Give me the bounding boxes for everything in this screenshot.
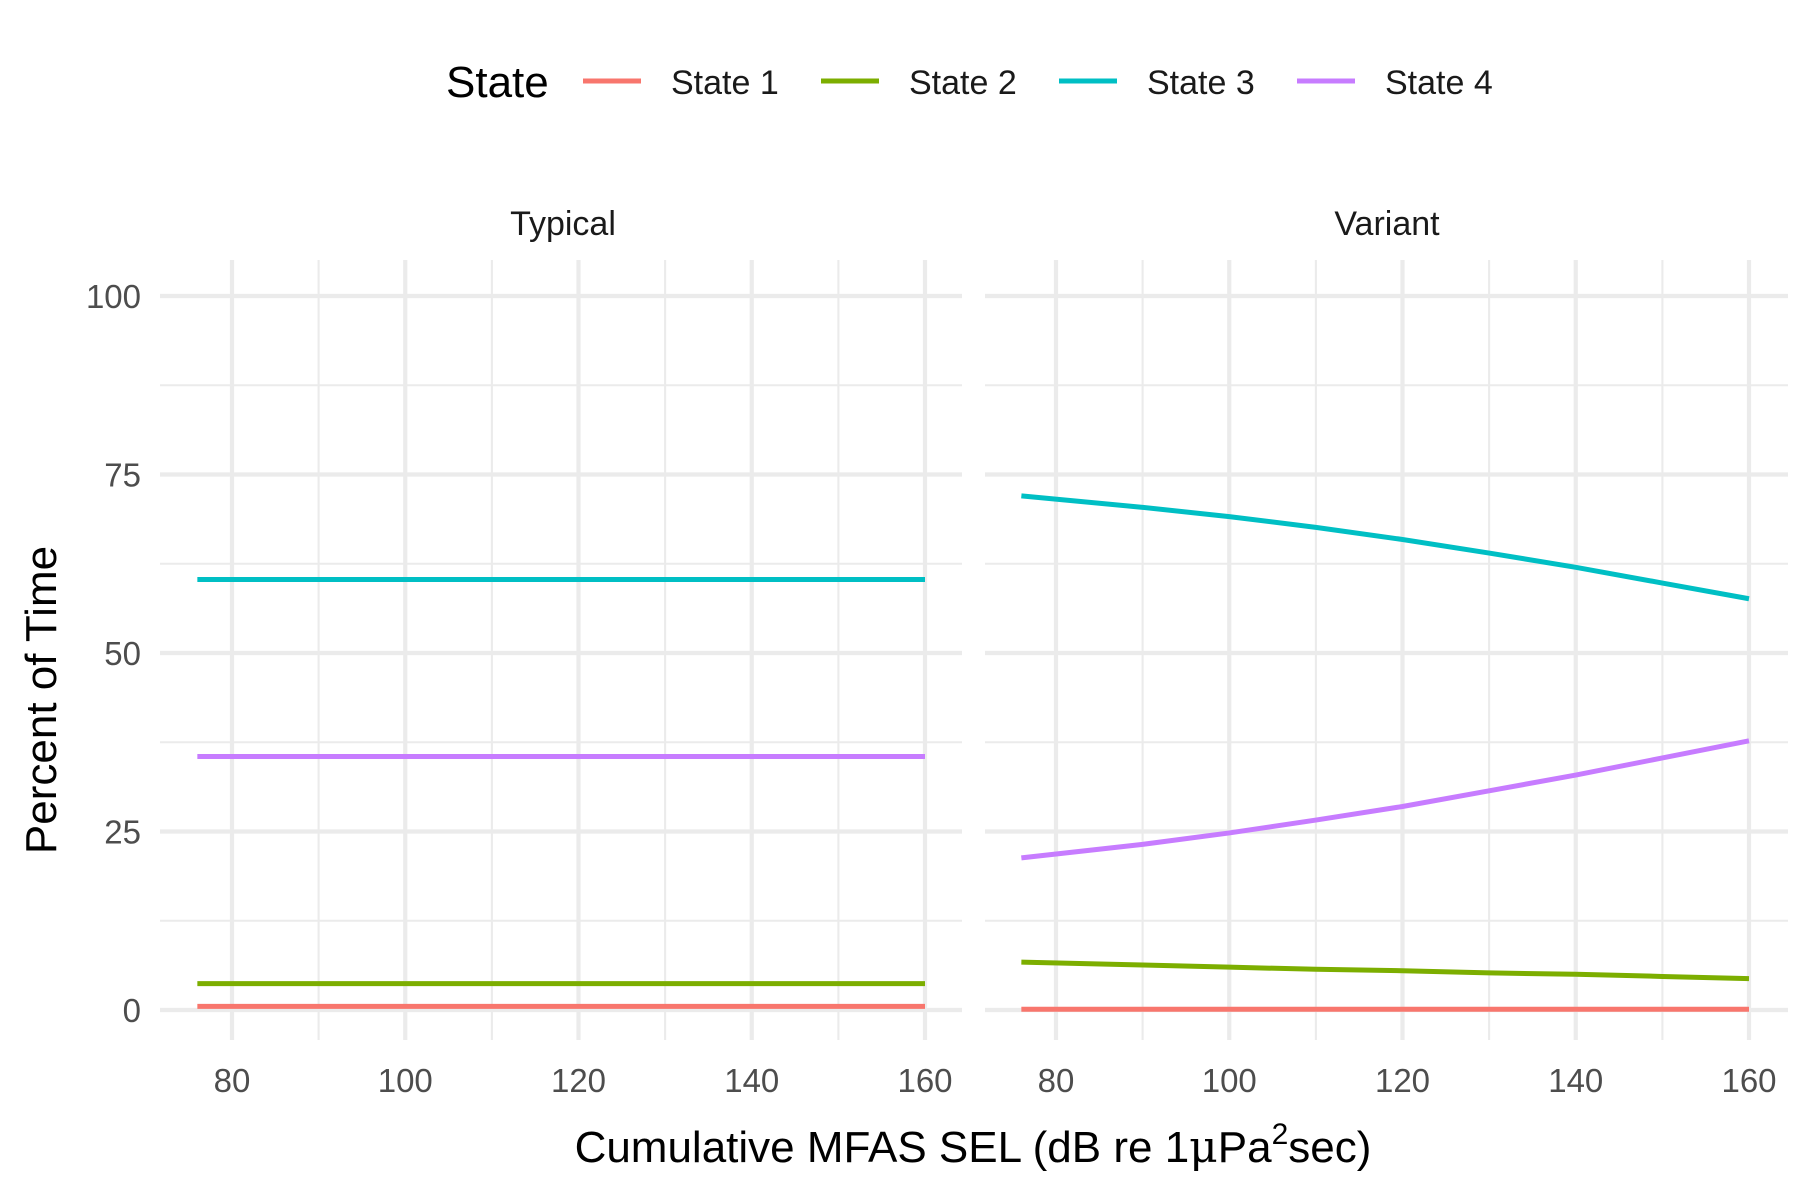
y-axis-ticks: 0 25 50 75 100	[86, 278, 141, 1029]
legend-label-1: State 1	[671, 64, 779, 102]
y-tick-label: 0	[123, 992, 141, 1029]
panel-typical	[160, 260, 962, 1040]
panel-variant	[985, 260, 1788, 1040]
series-line-variant-state-3	[1021, 493, 1750, 602]
x-tick-label: 160	[897, 1062, 952, 1099]
x-tick-label: 100	[1202, 1062, 1257, 1099]
x-tick-label: 140	[724, 1062, 779, 1099]
x-axis-title-mu: μ	[1189, 1122, 1218, 1173]
x-axis-title-main: Cumulative MFAS SEL (dB re 1	[575, 1123, 1190, 1172]
x-axis-title-tail: sec)	[1288, 1123, 1371, 1172]
facet-label-typical: Typical	[510, 205, 616, 243]
legend: State State 1 State 2 State 3 State 4	[446, 58, 1493, 107]
x-axis-title-sup: 2	[1272, 1118, 1289, 1151]
y-axis-title: Percent of Time	[17, 546, 66, 854]
x-axis-title: Cumulative MFAS SEL (dB re 1μPa2sec)	[575, 1118, 1372, 1173]
series-line-variant-state-2	[1021, 959, 1750, 982]
legend-label-2: State 2	[909, 64, 1017, 102]
legend-label-4: State 4	[1385, 64, 1493, 102]
y-tick-label: 100	[86, 278, 141, 315]
x-tick-label: 120	[551, 1062, 606, 1099]
x-tick-label: 80	[214, 1062, 251, 1099]
x-axis-ticks: 80 100 120 140 160 80 100 120 140 160	[214, 1062, 1777, 1099]
y-tick-label: 25	[104, 814, 141, 851]
x-axis-title-pa: Pa	[1218, 1123, 1272, 1172]
x-tick-label: 80	[1038, 1062, 1075, 1099]
legend-title: State	[446, 58, 549, 107]
x-tick-label: 120	[1375, 1062, 1430, 1099]
x-tick-label: 100	[378, 1062, 433, 1099]
series-line-variant-state-4	[1021, 738, 1750, 861]
y-tick-label: 50	[104, 635, 141, 672]
legend-label-3: State 3	[1147, 64, 1255, 102]
y-tick-label: 75	[104, 457, 141, 494]
x-tick-label: 140	[1548, 1062, 1603, 1099]
facet-label-variant: Variant	[1334, 205, 1440, 243]
x-tick-label: 160	[1721, 1062, 1776, 1099]
